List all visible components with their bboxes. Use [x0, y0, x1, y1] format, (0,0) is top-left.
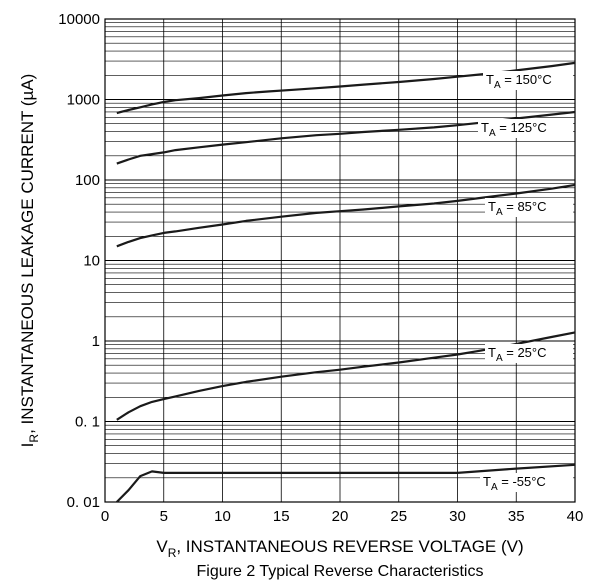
x-tick-label: 35 — [508, 508, 525, 525]
series-label-rest: = -55°C — [498, 474, 546, 489]
x-tick-label: 0 — [101, 508, 109, 525]
series-label-text: TA = -55°C — [483, 474, 546, 493]
x-axis-title: VR, INSTANTANEOUS REVERSE VOLTAGE (V) — [156, 537, 523, 560]
x-tick-label: 15 — [273, 508, 290, 525]
series-label-sub: A — [494, 80, 501, 91]
x-tick-label: 40 — [567, 508, 584, 525]
series-label-rest: = 85°C — [503, 199, 547, 214]
series-label-main: T — [488, 345, 496, 360]
series-label-main: T — [486, 72, 494, 87]
series-label-text: TA = 125°C — [481, 120, 547, 139]
y-tick-label: 100 — [75, 172, 100, 189]
figure-caption: Figure 2 Typical Reverse Characteristics — [197, 563, 484, 580]
series-line — [116, 463, 576, 503]
series-label: TA = 150°C — [483, 71, 573, 91]
x-tick-label: 5 — [160, 508, 168, 525]
y-axis-title-sub: R — [27, 434, 41, 443]
series-label: TA = 25°C — [485, 344, 573, 364]
series-label-sub: A — [491, 482, 498, 493]
y-tick-label: 1000 — [67, 92, 100, 109]
series-label: TA = 125°C — [478, 119, 573, 139]
series-line — [116, 110, 576, 165]
series-label-text: TA = 150°C — [486, 72, 552, 91]
series-line — [116, 331, 576, 421]
series-label-background — [478, 119, 573, 138]
series-label-background — [483, 71, 573, 90]
series-lines — [116, 61, 576, 503]
y-tick-label: 10 — [83, 253, 100, 270]
x-axis-title-sub: R — [168, 546, 177, 560]
series-label: TA = 85°C — [485, 198, 573, 218]
y-tick-label: 10000 — [58, 11, 100, 28]
series-label-main: T — [483, 474, 491, 489]
series-label-sub: A — [496, 207, 503, 218]
series-label-text: TA = 25°C — [488, 345, 547, 364]
x-axis-title-main: V — [156, 537, 168, 556]
y-tick-label: 0. 01 — [67, 494, 100, 511]
series-label-rest: = 125°C — [496, 120, 547, 135]
series-labels: TA = 150°CTA = 125°CTA = 85°CTA = 25°CTA… — [478, 71, 573, 493]
series-label-background — [485, 198, 573, 217]
x-axis-title-rest: , INSTANTANEOUS REVERSE VOLTAGE (V) — [176, 537, 523, 556]
series-label: TA = -55°C — [480, 473, 573, 493]
series-label-main: T — [481, 120, 489, 135]
series-label-sub: A — [496, 353, 503, 364]
chart-grid — [104, 19, 576, 503]
series-label-background — [480, 473, 573, 492]
series-line — [116, 183, 576, 248]
series-label-main: T — [488, 199, 496, 214]
x-tick-label: 20 — [332, 508, 349, 525]
x-tick-label: 25 — [390, 508, 407, 525]
x-tick-labels: 0 5 10 15 20 25 30 35 40 — [101, 508, 584, 525]
y-axis-title: IR, INSTANTANEOUS LEAKAGE CURRENT (µA) — [18, 74, 41, 448]
y-tick-label: 1 — [92, 333, 100, 350]
y-axis-title-rest: , INSTANTANEOUS LEAKAGE CURRENT (µA) — [18, 74, 37, 434]
plot-frame — [104, 18, 576, 503]
series-label-sub: A — [489, 128, 496, 139]
y-axis-title-main: I — [18, 443, 37, 448]
series-label-rest: = 25°C — [503, 345, 547, 360]
y-tick-label: 0. 1 — [75, 414, 100, 431]
x-tick-label: 10 — [214, 508, 231, 525]
series-label-rest: = 150°C — [501, 72, 552, 87]
series-label-text: TA = 85°C — [488, 199, 547, 218]
series-line — [116, 61, 576, 115]
x-tick-label: 30 — [449, 508, 466, 525]
y-tick-labels: 0. 01 0. 1 1 10 100 1000 10000 — [58, 11, 100, 511]
series-label-background — [485, 344, 573, 363]
